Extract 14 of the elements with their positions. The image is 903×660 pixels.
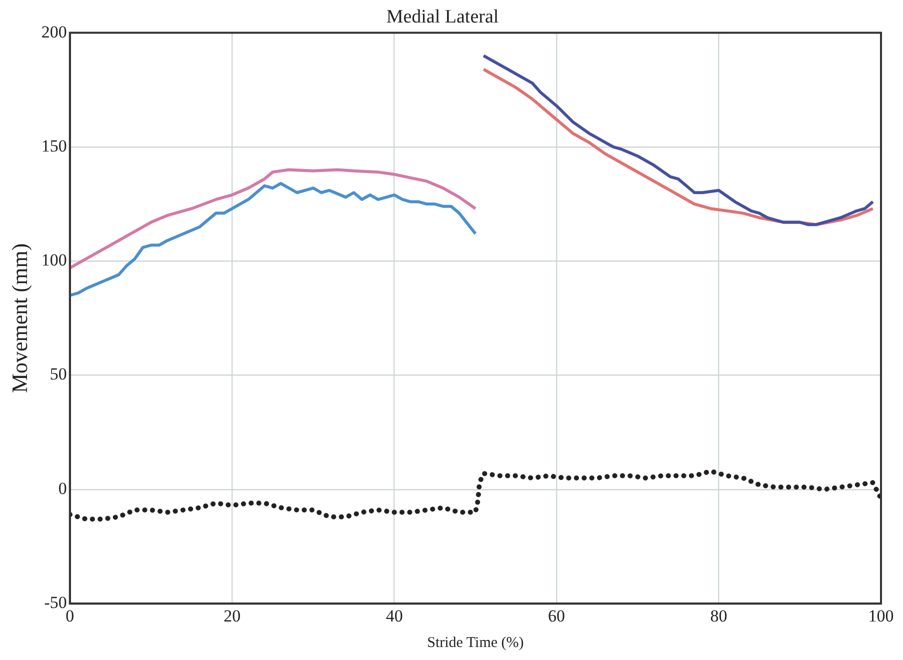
x-tick-label: 40 <box>386 606 403 626</box>
y-tick-label: 200 <box>41 22 67 42</box>
x-tick-label: 20 <box>224 606 241 626</box>
y-tick-label: -50 <box>44 593 67 612</box>
x-tick-label: 80 <box>710 606 728 626</box>
x-tick-label: 100 <box>868 606 894 626</box>
y-tick-label: 0 <box>58 478 67 498</box>
x-axis-title: Stride Time (%) <box>427 634 524 651</box>
y-axis-title: Movement (mm) <box>6 243 32 394</box>
y-tick-label: 50 <box>50 364 67 384</box>
y-tick-label: 100 <box>41 250 67 270</box>
chart-title: Medial Lateral <box>386 6 499 28</box>
x-tick-label: 60 <box>548 606 566 626</box>
y-tick-label: 150 <box>41 136 67 156</box>
